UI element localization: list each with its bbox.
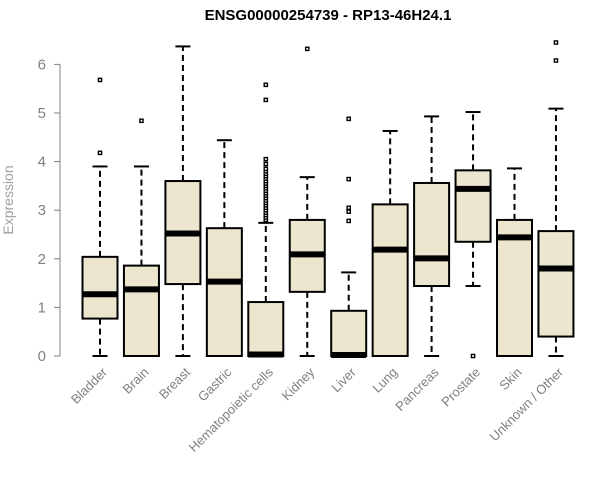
y-tick-label: 2 [38,251,46,268]
box-iqr [81,255,119,320]
box-group [537,40,575,357]
outlier-point [263,156,269,162]
y-tick-label: 6 [38,56,46,73]
box-iqr [371,203,409,357]
box-iqr [454,169,492,243]
box-iqr [330,309,368,357]
box-group [247,82,285,358]
box-group [164,45,202,357]
box-iqr [247,301,285,357]
box-iqr [205,227,243,358]
box-iqr [413,181,451,288]
outlier-point [263,166,269,172]
outlier-point [139,118,144,124]
x-category-label: Prostate [438,365,483,410]
outlier-point [263,161,269,167]
y-tick-label: 5 [38,105,46,122]
x-category-label: Liver [328,364,359,395]
x-category-label: Gastric [195,364,235,404]
chart-title: ENSG00000254739 - RP13-46H24.1 [205,7,452,24]
outlier-point [346,116,352,122]
outlier-point [346,209,352,214]
outlier-point [553,40,559,45]
y-tick-label: 4 [38,154,46,171]
x-category-label: Bladder [68,364,111,407]
y-tick-label: 0 [38,348,46,365]
box-group [330,116,368,359]
outlier-point [346,176,352,182]
x-category-label: Skin [496,365,524,393]
y-tick-label: 1 [38,299,46,316]
x-category-label: Unknown / Other [486,364,566,444]
outlier-point [553,58,559,63]
box-iqr [122,264,160,358]
outlier-point [470,353,476,359]
box-group [122,118,160,358]
box-group [371,129,409,357]
outlier-point [97,77,103,83]
outlier-point [346,218,352,224]
box-group [288,46,326,357]
outlier-point [97,150,103,156]
box-group [205,139,243,358]
box-iqr [537,230,575,338]
y-tick-label: 3 [38,202,46,219]
box-group [454,111,492,359]
outlier-point [304,46,310,52]
box-iqr [496,218,533,357]
x-category-label: Pancreas [392,364,442,414]
box-group [413,115,451,357]
outlier-point [346,205,352,211]
x-category-label: Lung [369,365,400,396]
x-category-label: Kidney [279,364,318,403]
outlier-point [263,97,269,103]
x-category-label: Brain [119,365,151,397]
y-axis-title: Expression [0,165,16,234]
x-category-label: Breast [156,364,193,401]
outlier-point [263,82,269,88]
box-group [496,167,533,357]
box-group [81,77,119,357]
